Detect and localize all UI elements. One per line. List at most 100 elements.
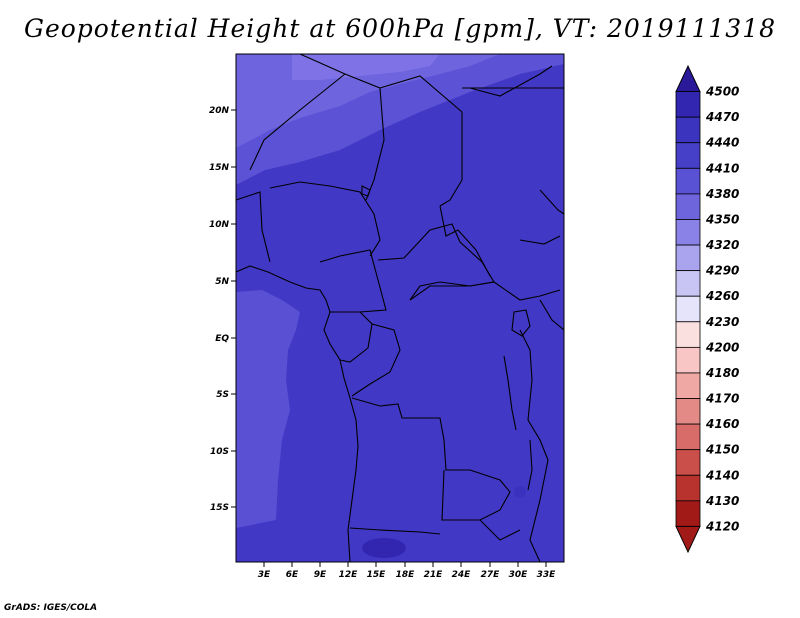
- lon-tick: 33E: [537, 562, 556, 580]
- lon-tick-label: 27E: [481, 570, 501, 580]
- colorbar-swatch: [675, 372, 701, 399]
- colorbar-level-label: 4410: [705, 161, 739, 175]
- border-congo: [351, 323, 401, 397]
- height-field-sea-band: [236, 290, 300, 528]
- border-niger-nigeria: [269, 181, 381, 257]
- colorbar-swatch: [675, 346, 701, 374]
- lat-tick: 5N: [215, 277, 236, 287]
- coastlines-borders: [235, 53, 565, 563]
- colorbar-level-label: 4160: [705, 417, 739, 431]
- lon-tick: 21E: [424, 562, 444, 580]
- lat-tick-label: 5S: [216, 390, 229, 400]
- colorbar-level-label: 4500: [705, 85, 739, 99]
- lat-tick-label: 10S: [210, 447, 229, 457]
- map-frame: [235, 53, 565, 563]
- lon-tick: 24E: [452, 562, 472, 580]
- colorbar-level-label: 4470: [705, 110, 739, 124]
- colorbar-level-label: 4180: [705, 366, 739, 380]
- colorbar-swatch: [675, 398, 701, 425]
- lon-tick-label: 15E: [367, 570, 387, 580]
- west-africa-coast: [235, 265, 359, 563]
- colorbar-swatch: [675, 321, 701, 348]
- lon-tick: 3E: [258, 562, 271, 580]
- colorbar-level-label: 4140: [705, 468, 739, 482]
- border-north-2: [249, 73, 346, 171]
- lat-tick-label: 20N: [209, 106, 230, 116]
- colorbar-level-label: 4440: [705, 136, 739, 150]
- border-nigeria-cameroon: [319, 249, 387, 313]
- colorbar-swatch: [675, 219, 701, 246]
- border-drc-north: [409, 281, 561, 301]
- border-kenya: [539, 299, 565, 331]
- lat-tick-label: EQ: [215, 334, 229, 344]
- colorbar-swatch: [675, 193, 701, 220]
- colorbar-level-label: 4260: [705, 289, 739, 303]
- colorbar-level-label: 4230: [705, 315, 739, 329]
- border-car: [377, 223, 495, 301]
- colorbar-legend: 4500 4470 4440 4410 4380 4350 4320 4290 4260 4230…: [675, 64, 739, 554]
- colorbar-swatch: [675, 244, 701, 272]
- height-field-low: [362, 538, 406, 558]
- lon-tick-label: 24E: [452, 570, 472, 580]
- lat-tick: 15N: [209, 163, 236, 173]
- lon-tick-label: 6E: [286, 570, 299, 580]
- colorbar-level-label: 4380: [705, 187, 739, 201]
- lat-tick: EQ: [215, 334, 236, 344]
- colorbar-level-label: 4170: [705, 392, 739, 406]
- lat-tick-label: 5N: [215, 277, 229, 287]
- colorbar-level-label: 4320: [705, 238, 739, 252]
- colorbar-swatch: [675, 142, 701, 169]
- lon-tick-label: 30E: [509, 570, 529, 580]
- colorbar-top-arrow: [675, 64, 701, 93]
- lat-tick: 10S: [210, 447, 236, 457]
- lat-tick: 20N: [209, 106, 236, 116]
- lat-tick-label: 15N: [209, 163, 230, 173]
- lon-tick-label: 12E: [339, 570, 359, 580]
- lon-tick-label: 3E: [258, 570, 271, 580]
- lat-tick: 5S: [216, 390, 236, 400]
- height-field-low: [514, 486, 526, 498]
- border-west-small: [235, 191, 271, 263]
- lat-axis: 20N 15N 10N 5N EQ 5S 10S 15S: [209, 106, 236, 513]
- colorbar-level-label: 4290: [705, 264, 739, 278]
- colorbar-swatch: [675, 474, 701, 502]
- colorbar-swatch: [675, 500, 701, 527]
- lat-tick-label: 15S: [210, 503, 229, 513]
- border-angola-zambia: [441, 469, 460, 521]
- lon-tick: 15E: [367, 562, 387, 580]
- colorbar-level-label: 4350: [705, 212, 739, 226]
- lon-tick-label: 9E: [314, 570, 327, 580]
- colorbar-bottom-arrow: [675, 525, 701, 554]
- map-panel: [235, 53, 565, 563]
- border-egypt-sudan: [439, 112, 463, 207]
- colorbar-swatch: [675, 449, 701, 476]
- lake-malawi: [527, 439, 533, 491]
- border-angola-drc: [351, 397, 470, 471]
- lat-tick: 15S: [210, 503, 236, 513]
- colorbar-swatch: [675, 295, 701, 323]
- border-mozambique: [529, 459, 549, 563]
- lon-tick-label: 21E: [424, 570, 444, 580]
- border-namibia: [349, 527, 441, 535]
- lat-tick-label: 10N: [209, 220, 230, 230]
- colorbar-level-label: 4200: [705, 340, 739, 354]
- border-sudan-south: [519, 235, 561, 245]
- height-field-band-max: [292, 54, 440, 80]
- lon-tick: 30E: [509, 562, 529, 580]
- lon-tick: 9E: [314, 562, 327, 580]
- red-sea-coast: [469, 65, 553, 97]
- lake-chad: [361, 185, 371, 197]
- border-gabon: [330, 311, 373, 363]
- software-credit: GrADS: IGES/COLA: [4, 603, 98, 613]
- colorbar-level-label: 4130: [705, 494, 739, 508]
- colorbar-swatch: [675, 167, 701, 195]
- lon-tick: 6E: [286, 562, 299, 580]
- colorbar-swatch: [675, 116, 701, 144]
- lon-tick: 18E: [396, 562, 416, 580]
- border-tanzania: [519, 329, 549, 461]
- lon-tick-label: 18E: [396, 570, 416, 580]
- lon-axis: 3E 6E 9E 12E 15E 18E 21E 24E 27E 30E 33E: [258, 562, 556, 580]
- colorbar-swatch: [675, 423, 701, 451]
- border-zimbabwe: [479, 519, 521, 541]
